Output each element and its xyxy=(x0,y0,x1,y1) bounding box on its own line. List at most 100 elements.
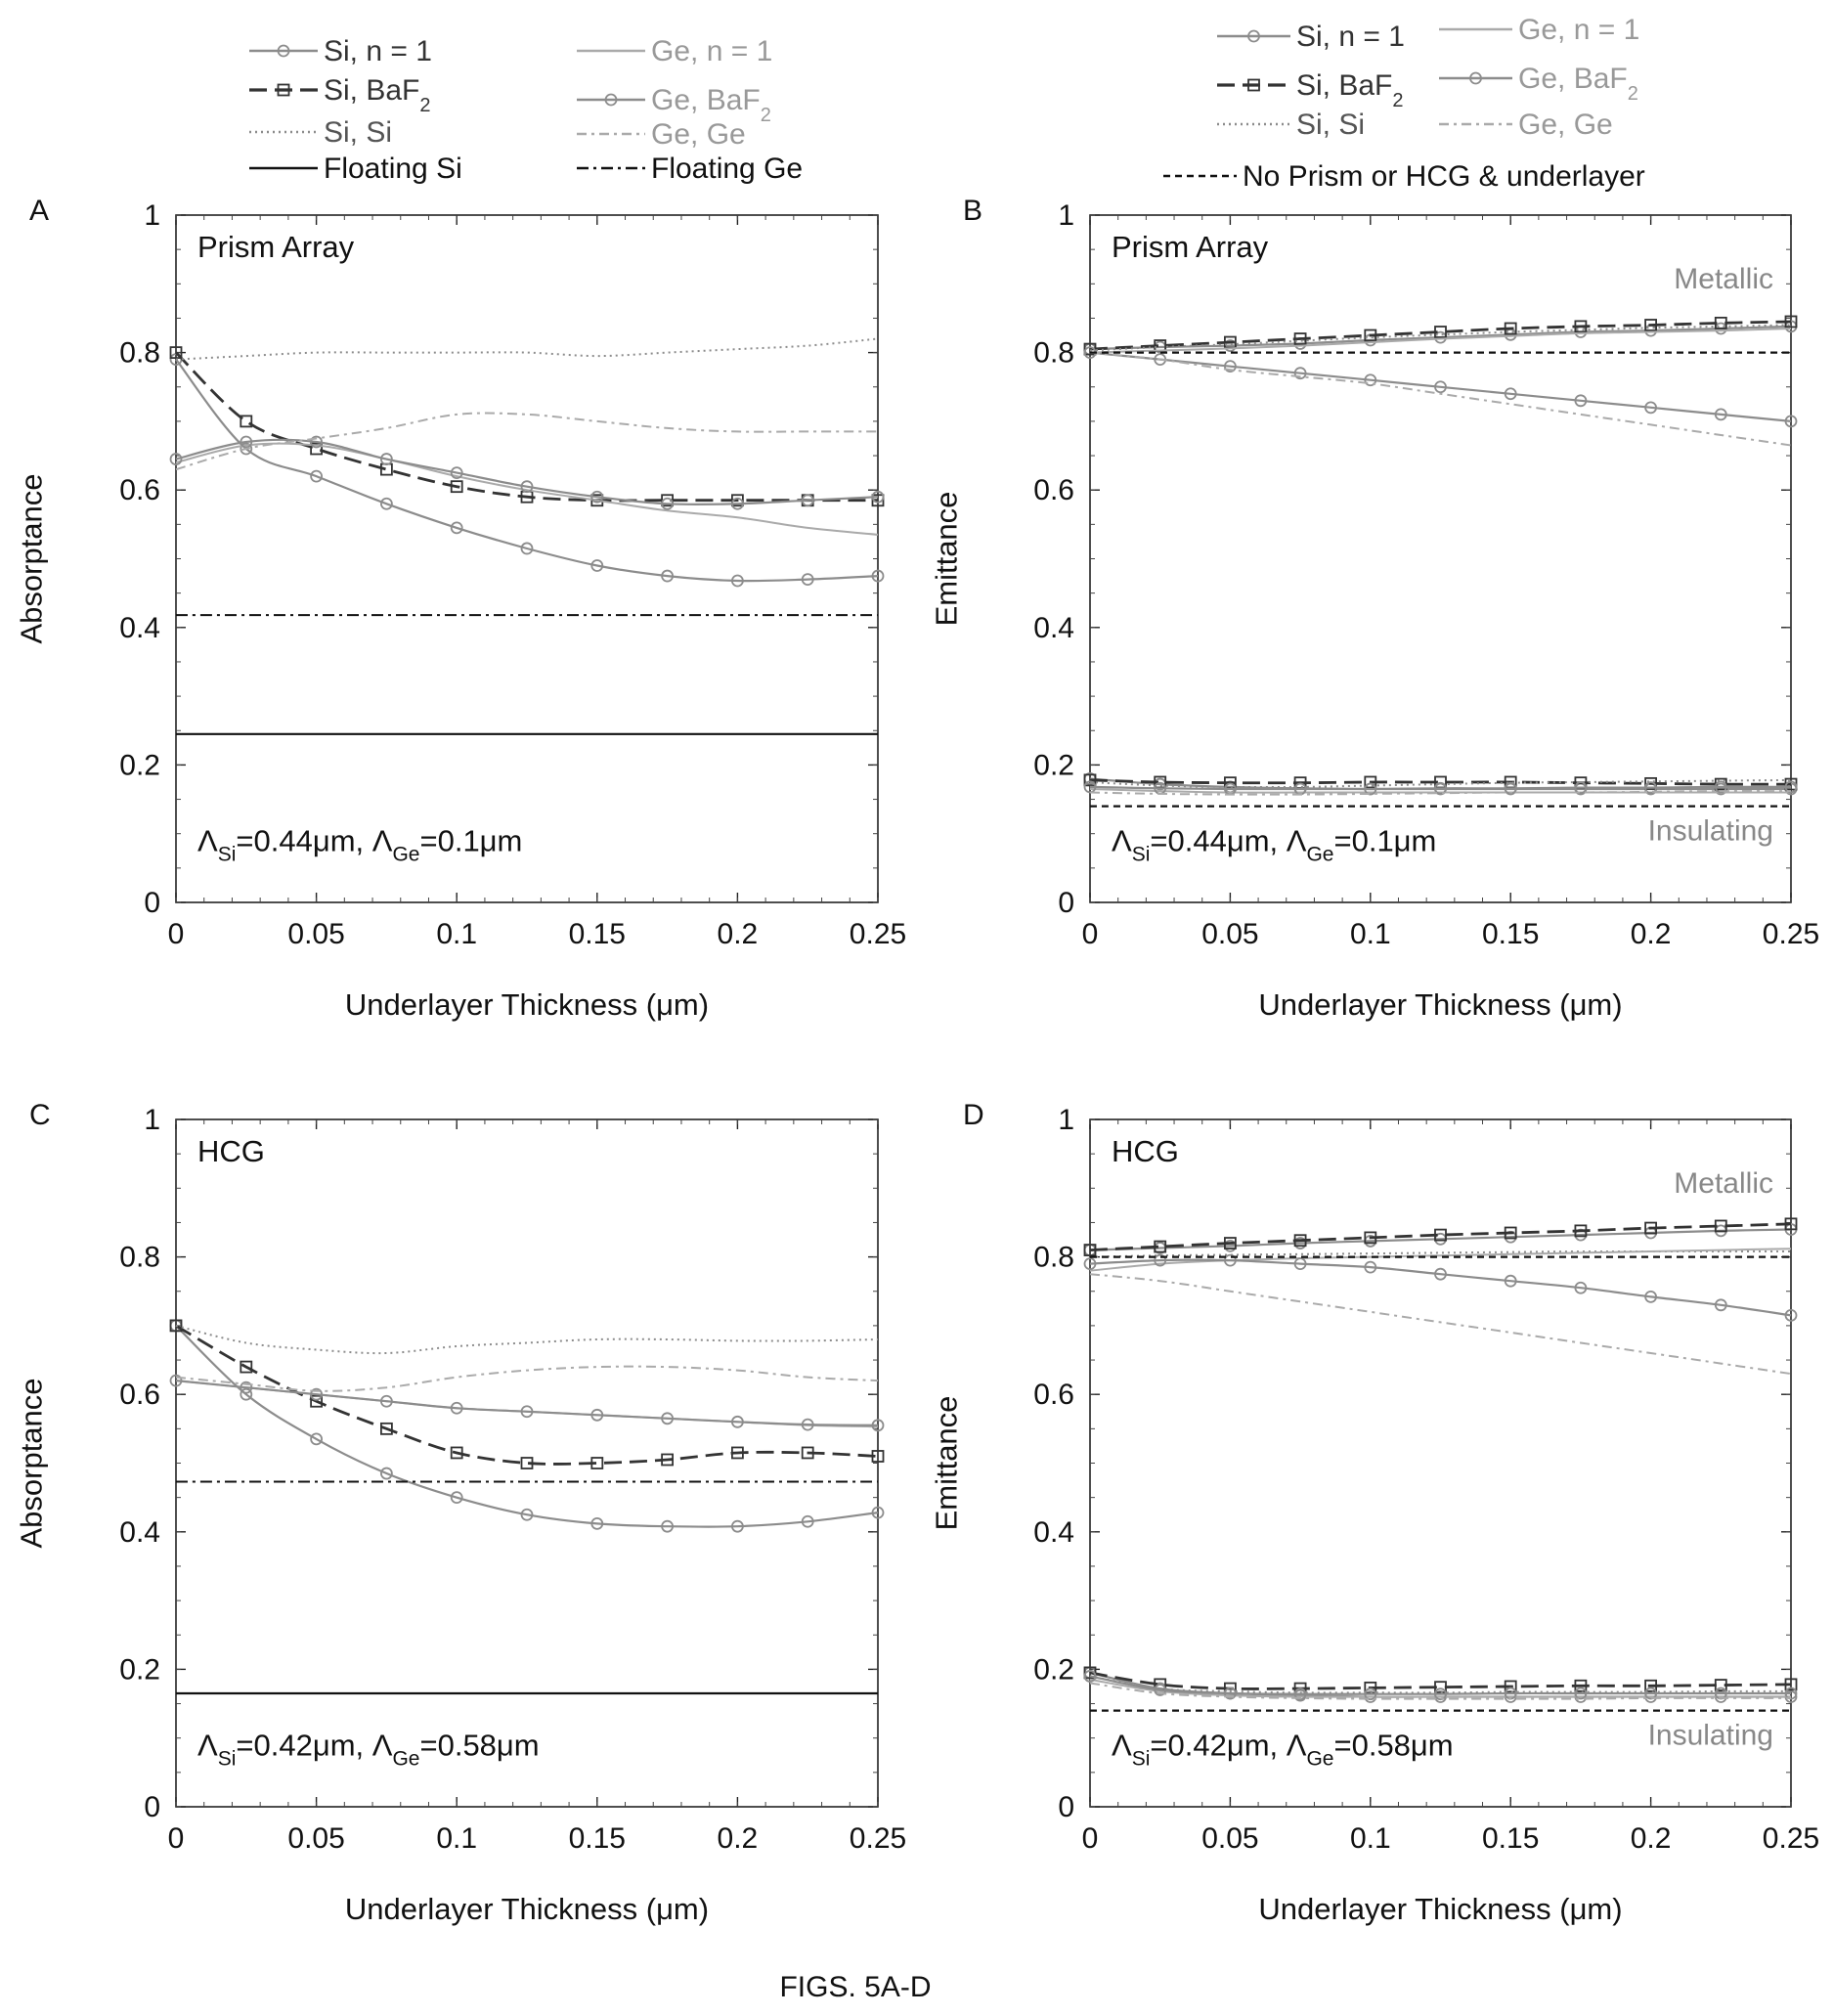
legend-label: Si, n = 1 xyxy=(324,35,432,67)
data-point xyxy=(1293,367,1307,380)
data-point xyxy=(1293,1234,1307,1248)
series-ge-ge xyxy=(175,1365,879,1392)
series-line xyxy=(1089,790,1792,796)
legend-label: No Prism or HCG & underlayer xyxy=(1243,160,1645,193)
y-tick-label: 0.6 xyxy=(1033,1379,1074,1411)
label-metallic: Metallic xyxy=(1674,263,1773,295)
series-ge-ge xyxy=(1089,1273,1792,1376)
data-point xyxy=(1574,781,1588,794)
x-tick-label: 0.2 xyxy=(718,1822,759,1855)
data-point xyxy=(1644,401,1657,415)
label-insulating: Insulating xyxy=(1648,1720,1773,1752)
annotation-text: =0.58μm xyxy=(419,1728,539,1762)
legend-entry-si-si: Si, Si xyxy=(1217,109,1365,141)
series-line xyxy=(175,442,879,536)
data-point xyxy=(1504,1680,1517,1693)
data-point xyxy=(661,1519,674,1533)
data-point xyxy=(1714,1679,1727,1691)
data-point xyxy=(1574,1224,1588,1238)
data-point xyxy=(1224,360,1237,373)
x-tick-label: 0.1 xyxy=(436,1822,477,1855)
series-line xyxy=(175,1365,879,1392)
legend-label-text: Ge, n = 1 xyxy=(651,35,772,67)
data-point xyxy=(1504,1274,1517,1288)
panel-b: 0 0.05 0.1 0.15 0.2 0.25 0 0.2 0.4 0.6 0.8 1 Underla… xyxy=(930,195,1820,1022)
series-line xyxy=(1089,324,1792,352)
annotation-text: =0.58μm xyxy=(1333,1728,1453,1762)
data-point xyxy=(1434,1687,1447,1701)
series-line xyxy=(175,1324,879,1355)
data-point xyxy=(590,1457,604,1469)
legend-label-text: Ge, n = 1 xyxy=(1518,14,1639,46)
series-line xyxy=(1089,351,1792,422)
data-point xyxy=(1154,1240,1167,1253)
annotation-text: =0.42μm, Λ xyxy=(236,1728,392,1762)
series-ge-baf2 xyxy=(1083,780,1798,796)
annotation-text: Λ xyxy=(197,1728,218,1762)
legend-label: Si, BaF2 xyxy=(324,74,431,116)
y-tick-label: 0.8 xyxy=(1033,1242,1074,1274)
legend-label: Si, Si xyxy=(324,116,392,149)
data-point xyxy=(1504,387,1517,401)
series-si-si xyxy=(1089,778,1792,789)
data-point xyxy=(1364,329,1377,342)
panel-title: Prism Array xyxy=(197,230,355,264)
x-tick-label: 0.15 xyxy=(569,1822,626,1855)
data-point xyxy=(379,1422,393,1435)
legend-marker xyxy=(604,93,618,107)
legend-entry-float-si: Floating Si xyxy=(249,153,462,185)
legend-marker xyxy=(277,83,290,97)
y-tick-label: 1 xyxy=(144,199,160,232)
data-point xyxy=(1644,781,1657,794)
legend-label-subscript: 2 xyxy=(419,95,430,116)
annotation-subscript: Ge xyxy=(392,843,419,865)
y-tick-label: 0.2 xyxy=(119,749,160,781)
series-si-baf2 xyxy=(1083,1666,1798,1695)
data-point xyxy=(1644,319,1657,331)
y-tick-label: 0.2 xyxy=(1033,1653,1074,1686)
series-si-si xyxy=(175,337,879,361)
legend-label: Floating Ge xyxy=(651,153,803,185)
x-axis-label: Underlayer Thickness (μm) xyxy=(1258,1892,1622,1926)
data-point xyxy=(240,415,253,428)
data-point xyxy=(1154,1253,1167,1267)
x-tick-label: 0.05 xyxy=(1201,1822,1258,1855)
series-ge-ge xyxy=(1089,351,1792,447)
y-tick-label: 0 xyxy=(1058,1791,1074,1823)
data-point xyxy=(1293,1687,1307,1701)
data-point xyxy=(1434,781,1447,795)
legend-marker xyxy=(277,44,290,58)
data-point xyxy=(731,574,744,588)
y-tick-label: 0.8 xyxy=(1033,337,1074,370)
data-point xyxy=(1714,1298,1727,1312)
data-point xyxy=(1083,773,1097,787)
plot-frame xyxy=(175,214,879,903)
data-point xyxy=(871,490,885,504)
data-point xyxy=(661,494,674,507)
data-point xyxy=(1504,1226,1517,1240)
series-line xyxy=(1089,1222,1792,1251)
legend-marker xyxy=(1247,78,1260,92)
x-tick-label: 0.1 xyxy=(1350,918,1391,950)
series-line xyxy=(1089,1675,1791,1695)
legend-entry-ge-ge: Ge, Ge xyxy=(1439,109,1613,141)
series-ge-ge xyxy=(1089,790,1792,796)
data-point xyxy=(1434,1228,1447,1242)
series-ge-baf2 xyxy=(169,435,885,510)
series-line xyxy=(175,351,878,503)
legend-label: Ge, n = 1 xyxy=(1518,14,1639,46)
data-point xyxy=(1574,1679,1588,1692)
data-point xyxy=(1714,780,1727,794)
data-point xyxy=(1644,1679,1657,1692)
annotation-subscript: Ge xyxy=(1306,843,1333,865)
y-tick-label: 0.6 xyxy=(1033,474,1074,506)
series-line xyxy=(1089,785,1792,791)
series-line xyxy=(175,438,879,506)
data-point xyxy=(1293,332,1307,345)
x-tick-label: 0.05 xyxy=(287,918,344,950)
data-point xyxy=(590,1516,604,1530)
legend-entry-ge-baf2: Ge, BaF2 xyxy=(1439,63,1638,105)
